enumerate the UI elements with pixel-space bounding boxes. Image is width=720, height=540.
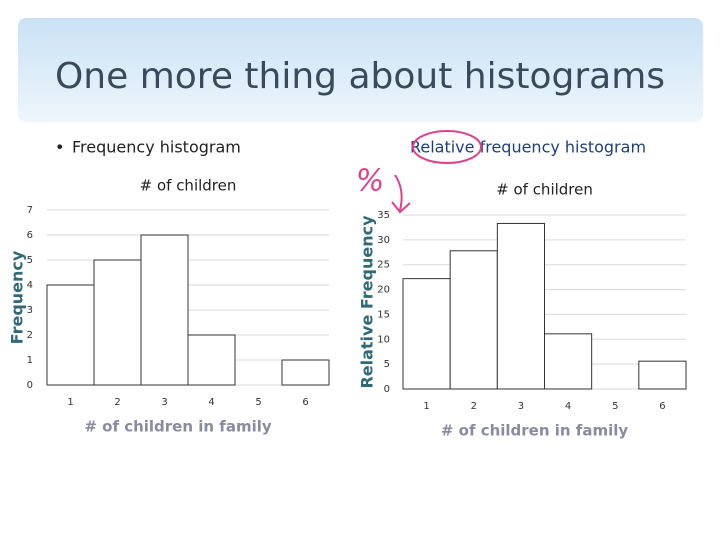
bar — [187, 334, 236, 386]
bar — [402, 278, 451, 390]
arrow-annotation — [391, 174, 411, 214]
x-tick-label: 6 — [302, 397, 308, 408]
y-axis-label: Relative Frequency — [358, 215, 377, 389]
bullet-text: Frequency histogram — [72, 138, 241, 157]
x-tick-label: 4 — [208, 397, 214, 408]
y-tick-label: 2 — [27, 330, 33, 341]
y-tick-label: 6 — [27, 230, 33, 241]
x-axis-label: # of children in family — [441, 422, 629, 440]
x-axis-label: # of children in family — [84, 418, 272, 436]
x-tick-label: 1 — [423, 401, 429, 412]
y-tick-label: 5 — [384, 359, 390, 370]
x-tick-label: 4 — [565, 401, 571, 412]
y-tick-label: 10 — [377, 334, 390, 345]
bar — [496, 222, 546, 390]
chart-title: # of children — [140, 177, 237, 195]
x-tick-label: 5 — [612, 401, 618, 412]
y-tick-label: 7 — [27, 205, 33, 216]
y-tick-label: 0 — [27, 380, 33, 391]
x-tick-label: 3 — [161, 397, 167, 408]
bar — [544, 333, 593, 390]
bar — [449, 250, 498, 390]
y-axis-label: Frequency — [8, 250, 27, 344]
bullet-dot: • — [55, 138, 64, 157]
bar — [46, 284, 95, 386]
right-heading: Relative frequency histogram — [410, 138, 646, 157]
title-panel — [18, 18, 703, 122]
y-tick-label: 0 — [384, 384, 390, 395]
bar — [93, 259, 142, 386]
y-tick-label: 30 — [377, 235, 390, 246]
y-tick-label: 20 — [377, 285, 390, 296]
x-tick-label: 1 — [67, 397, 73, 408]
bar — [140, 234, 189, 386]
x-tick-label: 2 — [114, 397, 120, 408]
y-tick-label: 5 — [27, 255, 33, 266]
x-tick-label: 5 — [255, 397, 261, 408]
y-tick-label: 3 — [27, 305, 33, 316]
x-tick-label: 2 — [471, 401, 477, 412]
y-tick-label: 35 — [377, 210, 390, 221]
y-tick-label: 4 — [27, 280, 33, 291]
slide-title: One more thing about histograms — [55, 56, 665, 97]
x-tick-label: 6 — [659, 401, 665, 412]
circle-annotation — [412, 130, 482, 164]
handwritten-note: % — [356, 164, 385, 199]
chart-title: # of children — [496, 181, 593, 199]
x-tick-label: 3 — [518, 401, 524, 412]
y-tick-label: 1 — [27, 355, 33, 366]
y-tick-label: 25 — [377, 260, 390, 271]
y-tick-label: 15 — [377, 309, 390, 320]
bar — [281, 359, 330, 386]
bar — [638, 360, 687, 390]
